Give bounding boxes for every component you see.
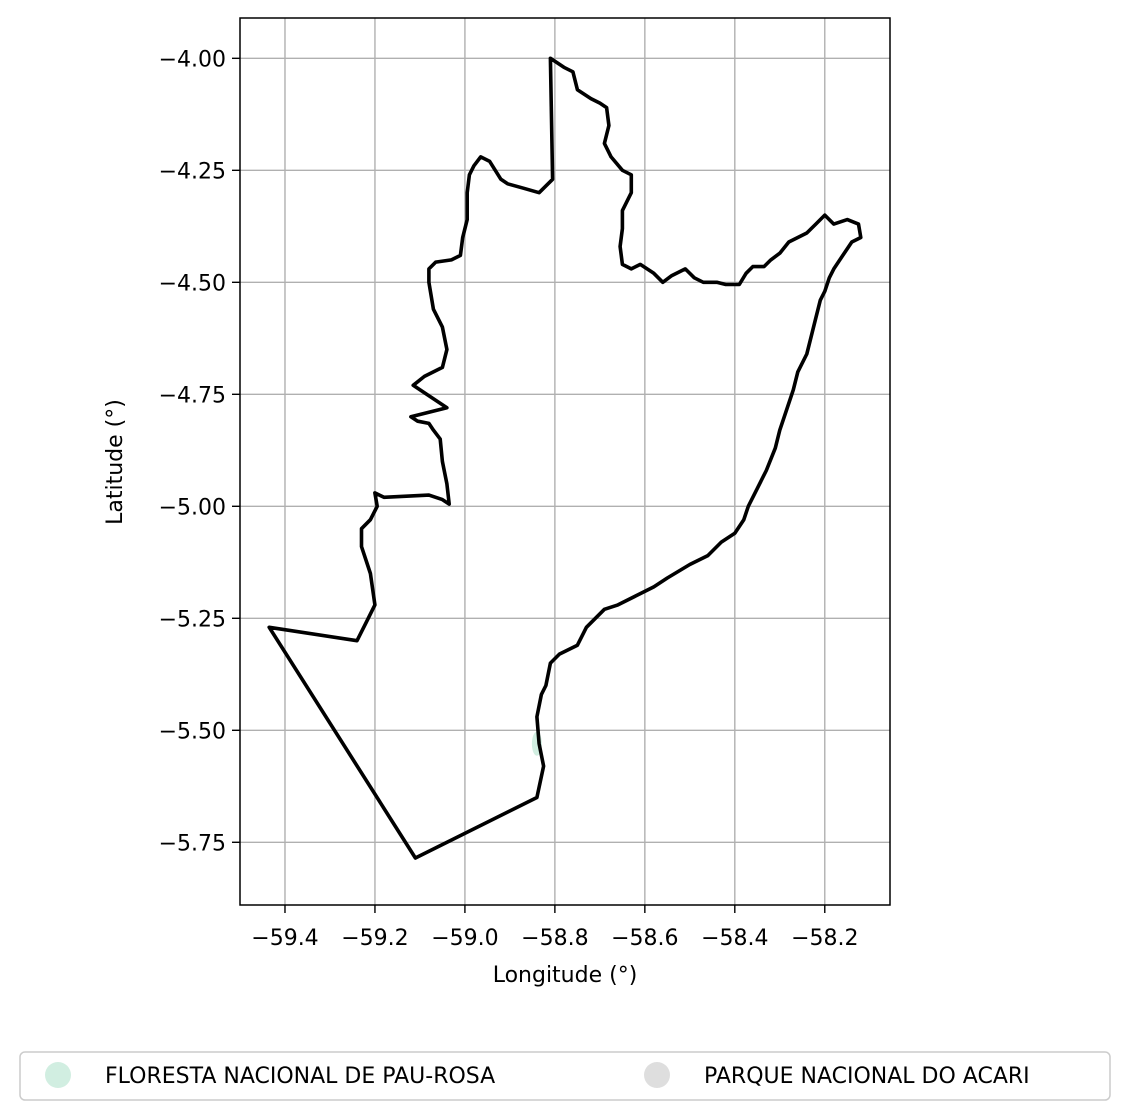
y-tick-label: −5.25 (159, 607, 226, 632)
x-tick-label: −58.4 (701, 926, 768, 951)
protected-area-layer (267, 56, 863, 860)
y-tick-label: −5.75 (159, 831, 226, 856)
y-axis-label: Latitude (°) (103, 399, 128, 525)
x-tick-label: −59.4 (251, 926, 318, 951)
x-tick-label: −58.8 (521, 926, 588, 951)
x-tick-label: −59.2 (341, 926, 408, 951)
legend-box (19, 1051, 1111, 1101)
x-tick-label: −58.6 (611, 926, 678, 951)
axes-frame (239, 17, 891, 906)
y-tick-label: −5.00 (159, 495, 226, 520)
y-tick-label: −4.00 (159, 47, 226, 72)
x-tick-label: −58.2 (791, 926, 858, 951)
x-axis-ticks: −59.4 −59.2 −59.0 −58.8 −58.6 −58.4 −58.2 (251, 905, 858, 951)
legend-marker-parque-nacional-do-acari (644, 1062, 670, 1088)
y-tick-label: −4.25 (159, 159, 226, 184)
y-tick-label: −4.50 (159, 271, 226, 296)
legend-label-floresta-nacional-de-pau-rosa: FLORESTA NACIONAL DE PAU-ROSA (105, 1064, 495, 1089)
y-axis-ticks: −4.00 −4.25 −4.50 −4.75 −5.00 −5.25 −5.50 −5.75 (159, 47, 240, 856)
y-tick-label: −5.50 (159, 719, 226, 744)
x-tick-label: −59.0 (431, 926, 498, 951)
parque-nacional-do-acari-boundary (267, 56, 863, 860)
x-axis-label: Longitude (°) (493, 963, 638, 988)
legend: FLORESTA NACIONAL DE PAU-ROSA PARQUE NAC… (19, 1051, 1111, 1101)
y-tick-label: −4.75 (159, 383, 226, 408)
grid-lines (240, 18, 890, 905)
legend-label-parque-nacional-do-acari: PARQUE NACIONAL DO ACARI (704, 1064, 1030, 1089)
legend-marker-floresta-nacional-de-pau-rosa (45, 1062, 71, 1088)
